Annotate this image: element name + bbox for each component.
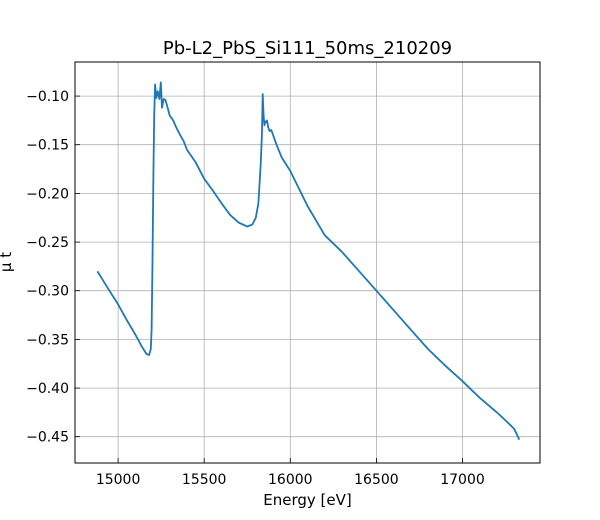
grid-lines: [75, 62, 540, 463]
y-tick-label: −0.15: [26, 138, 69, 154]
series-group: [96, 81, 521, 440]
y-axis-label: μ t: [0, 252, 15, 272]
axis-ticks: 15000 15500 16000 16500 17000 −0.10 −0.15 −0.20…: [26, 89, 485, 488]
y-tick-label: −0.25: [26, 235, 69, 251]
x-tick-label: 15500: [182, 472, 227, 488]
y-tick-label: −0.35: [26, 332, 69, 348]
x-tick-label: 16000: [268, 472, 313, 488]
x-tick-label: 16500: [354, 472, 399, 488]
y-tick-label: −0.40: [26, 381, 69, 397]
chart-title: Pb-L2_PbS_Si111_50ms_210209: [163, 38, 452, 59]
y-tick-label: −0.30: [26, 284, 69, 300]
plot-frame: [74, 61, 541, 464]
x-tick-label: 17000: [440, 472, 485, 488]
y-tick-label: −0.10: [26, 89, 69, 105]
x-tick-label: 15000: [96, 472, 141, 488]
y-tick-label: −0.45: [26, 430, 69, 446]
x-axis-label: Energy [eV]: [263, 491, 351, 509]
series-line: [96, 81, 521, 440]
y-tick-label: −0.20: [26, 186, 69, 202]
